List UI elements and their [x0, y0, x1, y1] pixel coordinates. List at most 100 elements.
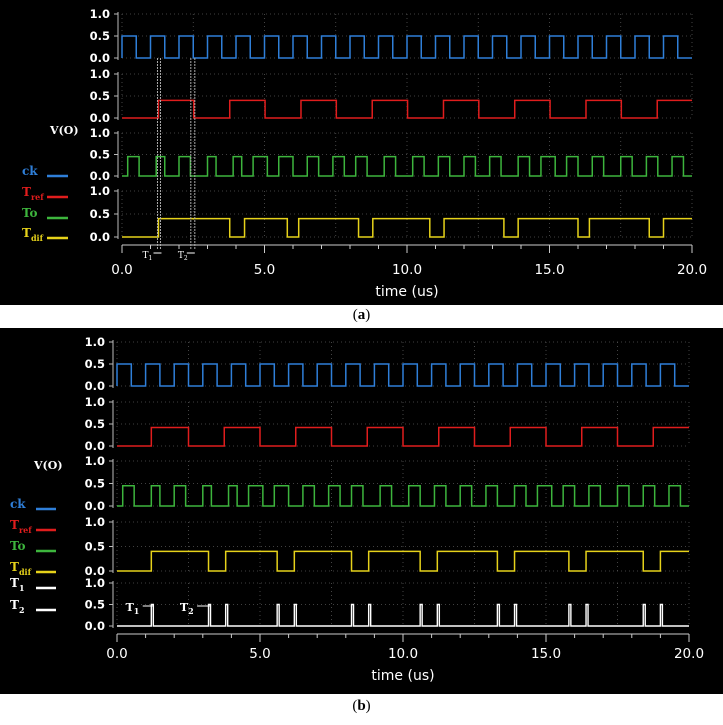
legend-entry-text: T	[10, 518, 19, 532]
legend-entry-text: To	[22, 206, 38, 220]
x-tick-label: 15.0	[531, 646, 561, 662]
y-tick-label: 0.5	[90, 148, 110, 162]
t1-label: T1	[126, 601, 140, 616]
legend-entry-sub: ref	[31, 192, 44, 202]
t2-label-text: T	[180, 601, 189, 614]
y-tick-label: 1.0	[85, 515, 105, 529]
x-tick-label: 10.0	[392, 262, 422, 278]
y-tick-label: 0.0	[85, 619, 105, 633]
x-tick-label: 20.0	[677, 262, 707, 278]
series-Tref-line	[122, 99, 692, 119]
chart-a-svg: 1.00.50.01.00.50.01.00.50.01.00.50.00.0 5…	[22, 7, 707, 300]
subplot-2: 1.0 0.5 0.0	[85, 395, 690, 453]
legend-entry-label: To	[22, 206, 38, 220]
legend-entry-sub: 1	[19, 583, 25, 593]
t1-label-sub: 1	[148, 255, 152, 262]
y-axis-label: V(O)	[49, 124, 79, 137]
legend-entry-text: T	[10, 576, 19, 590]
y-tick-label: 0.5	[90, 29, 110, 43]
t1-label-text: T	[142, 251, 148, 261]
series-ck-line	[121, 35, 692, 59]
legend-entry-text: ck	[10, 497, 26, 511]
y-tick-label: 0.5	[85, 540, 105, 554]
y-tick-label: 1.0	[85, 335, 105, 349]
series-Tref-line	[117, 426, 689, 447]
y-tick-label: 1.0	[85, 454, 105, 468]
series-Tdif-line	[117, 550, 689, 572]
x-tick-label: 15.0	[534, 262, 564, 278]
t1-label: T1	[142, 251, 152, 262]
legend: ck Tref To Tdif	[22, 164, 68, 243]
legend-entry-label: ck	[22, 164, 38, 178]
legend-entry-label: T1	[10, 576, 25, 593]
legend-entry-label: Tref	[22, 185, 44, 202]
chart-panel-b: 1.0 0.5 0.0 1.0 0.5 0.0 1.0 0.5 0.0 1.0 0.5 0.0 1.0 0…	[0, 328, 723, 694]
y-tick-label: 0.5	[90, 89, 110, 103]
legend-entry-label: Tdif	[10, 560, 32, 577]
t2-label: T2	[180, 601, 194, 616]
y-tick-label: 0.0	[85, 499, 105, 513]
y-tick-label: 1.0	[90, 67, 110, 81]
legend-entry-text: ck	[22, 164, 38, 178]
interval-annotations: T1 T2	[126, 601, 210, 616]
legend-entry-sub: dif	[31, 233, 44, 243]
t2-label-sub: 2	[188, 606, 194, 616]
x-tick-label: 0.0	[111, 262, 132, 278]
subplot-4: 1.0 0.5 0.0	[90, 184, 693, 244]
caption-b: (b)	[352, 698, 371, 714]
chart-panel-a: 1.0 0.5 0.0 1.0 0.5 0.0 1.0 0.5 0.0 1.0 0.5 0.0 0.0 5…	[0, 0, 723, 305]
y-tick-label: 0.5	[85, 598, 105, 612]
series-To-line	[122, 155, 692, 177]
series-T12-line	[117, 603, 689, 627]
legend-entry-sub: ref	[19, 525, 32, 535]
t2-label-sub: 2	[184, 255, 188, 262]
y-tick-label: 0.5	[85, 417, 105, 431]
y-tick-label: 1.0	[85, 395, 105, 409]
legend-entry-label: T2	[10, 598, 25, 615]
legend-entry-sub: 2	[19, 605, 25, 615]
y-tick-label: 0.5	[85, 357, 105, 371]
series-Tdif-line	[122, 217, 692, 238]
y-tick-label: 0.5	[90, 207, 110, 221]
x-tick-label: 10.0	[388, 646, 418, 662]
x-axis: 0.0 5.0 10.0 15.0 20.0 time (us)	[106, 633, 704, 684]
y-tick-label: 0.0	[90, 230, 110, 244]
y-axis-label: V(O)	[33, 459, 63, 472]
legend-entry-label: ck	[10, 497, 26, 511]
subplot-2: 1.0 0.5 0.0	[90, 67, 693, 125]
series-To-line	[117, 485, 689, 507]
caption-a: (a)	[352, 307, 371, 323]
t1-label-text: T	[126, 601, 135, 614]
y-tick-label: 0.0	[85, 379, 105, 393]
subplot-1: 1.0 0.5 0.0	[90, 7, 693, 65]
y-tick-label: 1.0	[90, 126, 110, 140]
legend-entry-sub: dif	[19, 567, 32, 577]
legend-entry-text: T	[10, 560, 19, 574]
t2-label-text: T	[178, 251, 184, 261]
legend-entry-text: T	[22, 226, 31, 240]
legend-entry-label: Tdif	[22, 226, 44, 243]
x-tick-label: 5.0	[254, 262, 275, 278]
t2-label: T2	[178, 251, 188, 262]
y-tick-label: 0.0	[85, 564, 105, 578]
subplot-1: 1.0 0.5 0.0	[85, 335, 690, 393]
subplot-5: 1.0 0.5 0.0	[85, 576, 690, 633]
y-tick-label: 1.0	[85, 576, 105, 590]
legend-entry-label: Tref	[10, 518, 32, 535]
y-tick-label: 0.5	[85, 477, 105, 491]
chart-b-svg: 1.00.50.01.00.50.01.00.50.01.00.50.01.00…	[10, 335, 704, 684]
x-tick-label: 20.0	[674, 646, 704, 662]
x-axis-label: time (us)	[371, 668, 434, 684]
y-tick-label: 0.0	[90, 111, 110, 125]
legend-entry-text: T	[22, 185, 31, 199]
subplot-3: 1.0 0.5 0.0	[85, 454, 690, 513]
interval-annotations: T1 T2	[142, 58, 196, 262]
subplot-4: 1.0 0.5 0.0	[85, 515, 690, 578]
subplot-3: 1.0 0.5 0.0	[90, 126, 693, 183]
t1-label-sub: 1	[134, 606, 140, 616]
y-tick-label: 1.0	[90, 7, 110, 21]
legend-entry-text: T	[10, 598, 19, 612]
legend-entry-label: To	[10, 539, 26, 553]
x-tick-label: 5.0	[249, 646, 270, 662]
